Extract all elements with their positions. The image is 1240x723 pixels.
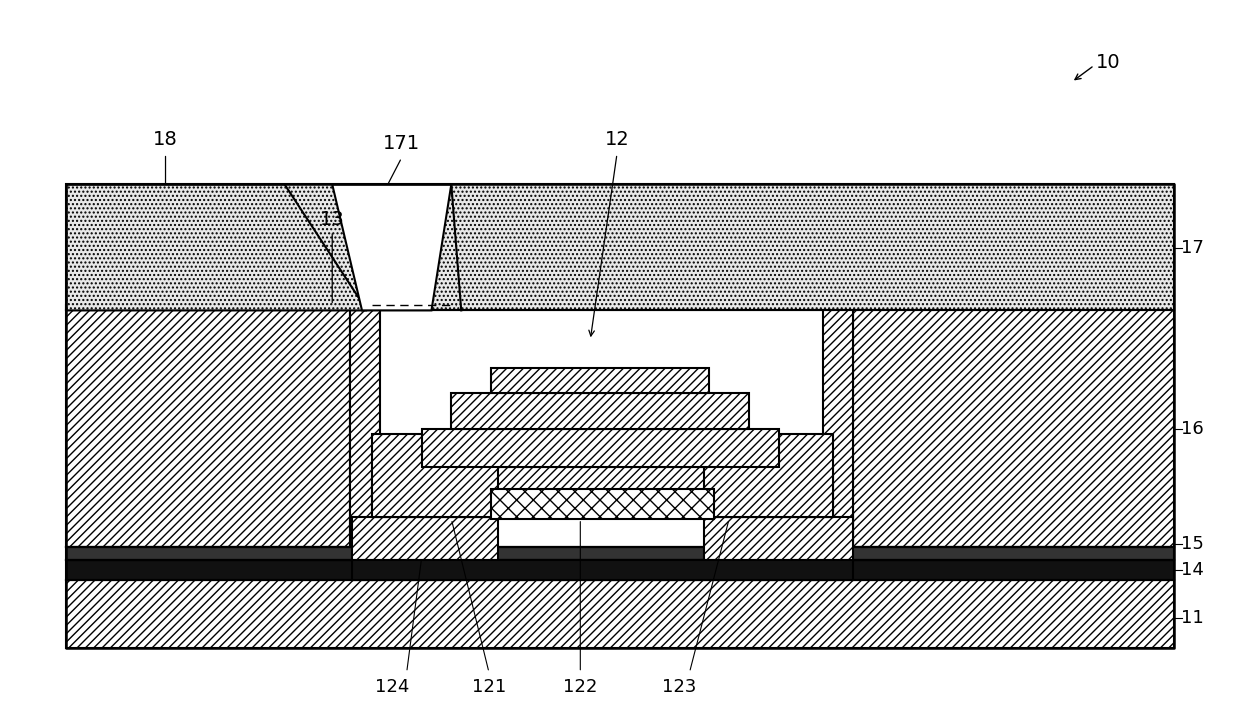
Text: 122: 122: [563, 678, 598, 696]
Bar: [352, 560, 853, 581]
Polygon shape: [66, 184, 367, 310]
Bar: [823, 305, 853, 547]
Bar: [704, 517, 853, 560]
Bar: [66, 184, 1174, 310]
Text: 10: 10: [1096, 53, 1121, 72]
Text: 16: 16: [1182, 421, 1204, 438]
Text: 18: 18: [154, 130, 177, 149]
Text: 124: 124: [374, 678, 409, 696]
Text: 15: 15: [1182, 534, 1204, 552]
Bar: [66, 560, 1174, 581]
Text: 12: 12: [605, 130, 630, 149]
Bar: [491, 489, 714, 519]
Bar: [853, 305, 1174, 547]
Text: 13: 13: [320, 210, 345, 228]
Bar: [422, 429, 779, 467]
Bar: [352, 517, 498, 560]
Bar: [491, 368, 709, 393]
Text: 14: 14: [1182, 561, 1204, 579]
Bar: [779, 467, 833, 549]
Bar: [66, 581, 1174, 648]
Bar: [350, 305, 379, 547]
Text: 17: 17: [1182, 239, 1204, 257]
Polygon shape: [332, 184, 451, 310]
Text: 123: 123: [662, 678, 697, 696]
Bar: [422, 467, 498, 549]
Bar: [372, 435, 498, 517]
Bar: [704, 435, 833, 517]
Bar: [451, 393, 749, 429]
Bar: [372, 467, 833, 517]
Bar: [66, 547, 1174, 560]
Bar: [66, 305, 350, 547]
Text: 11: 11: [1182, 609, 1204, 627]
Text: 171: 171: [383, 134, 420, 153]
Text: 121: 121: [472, 678, 506, 696]
